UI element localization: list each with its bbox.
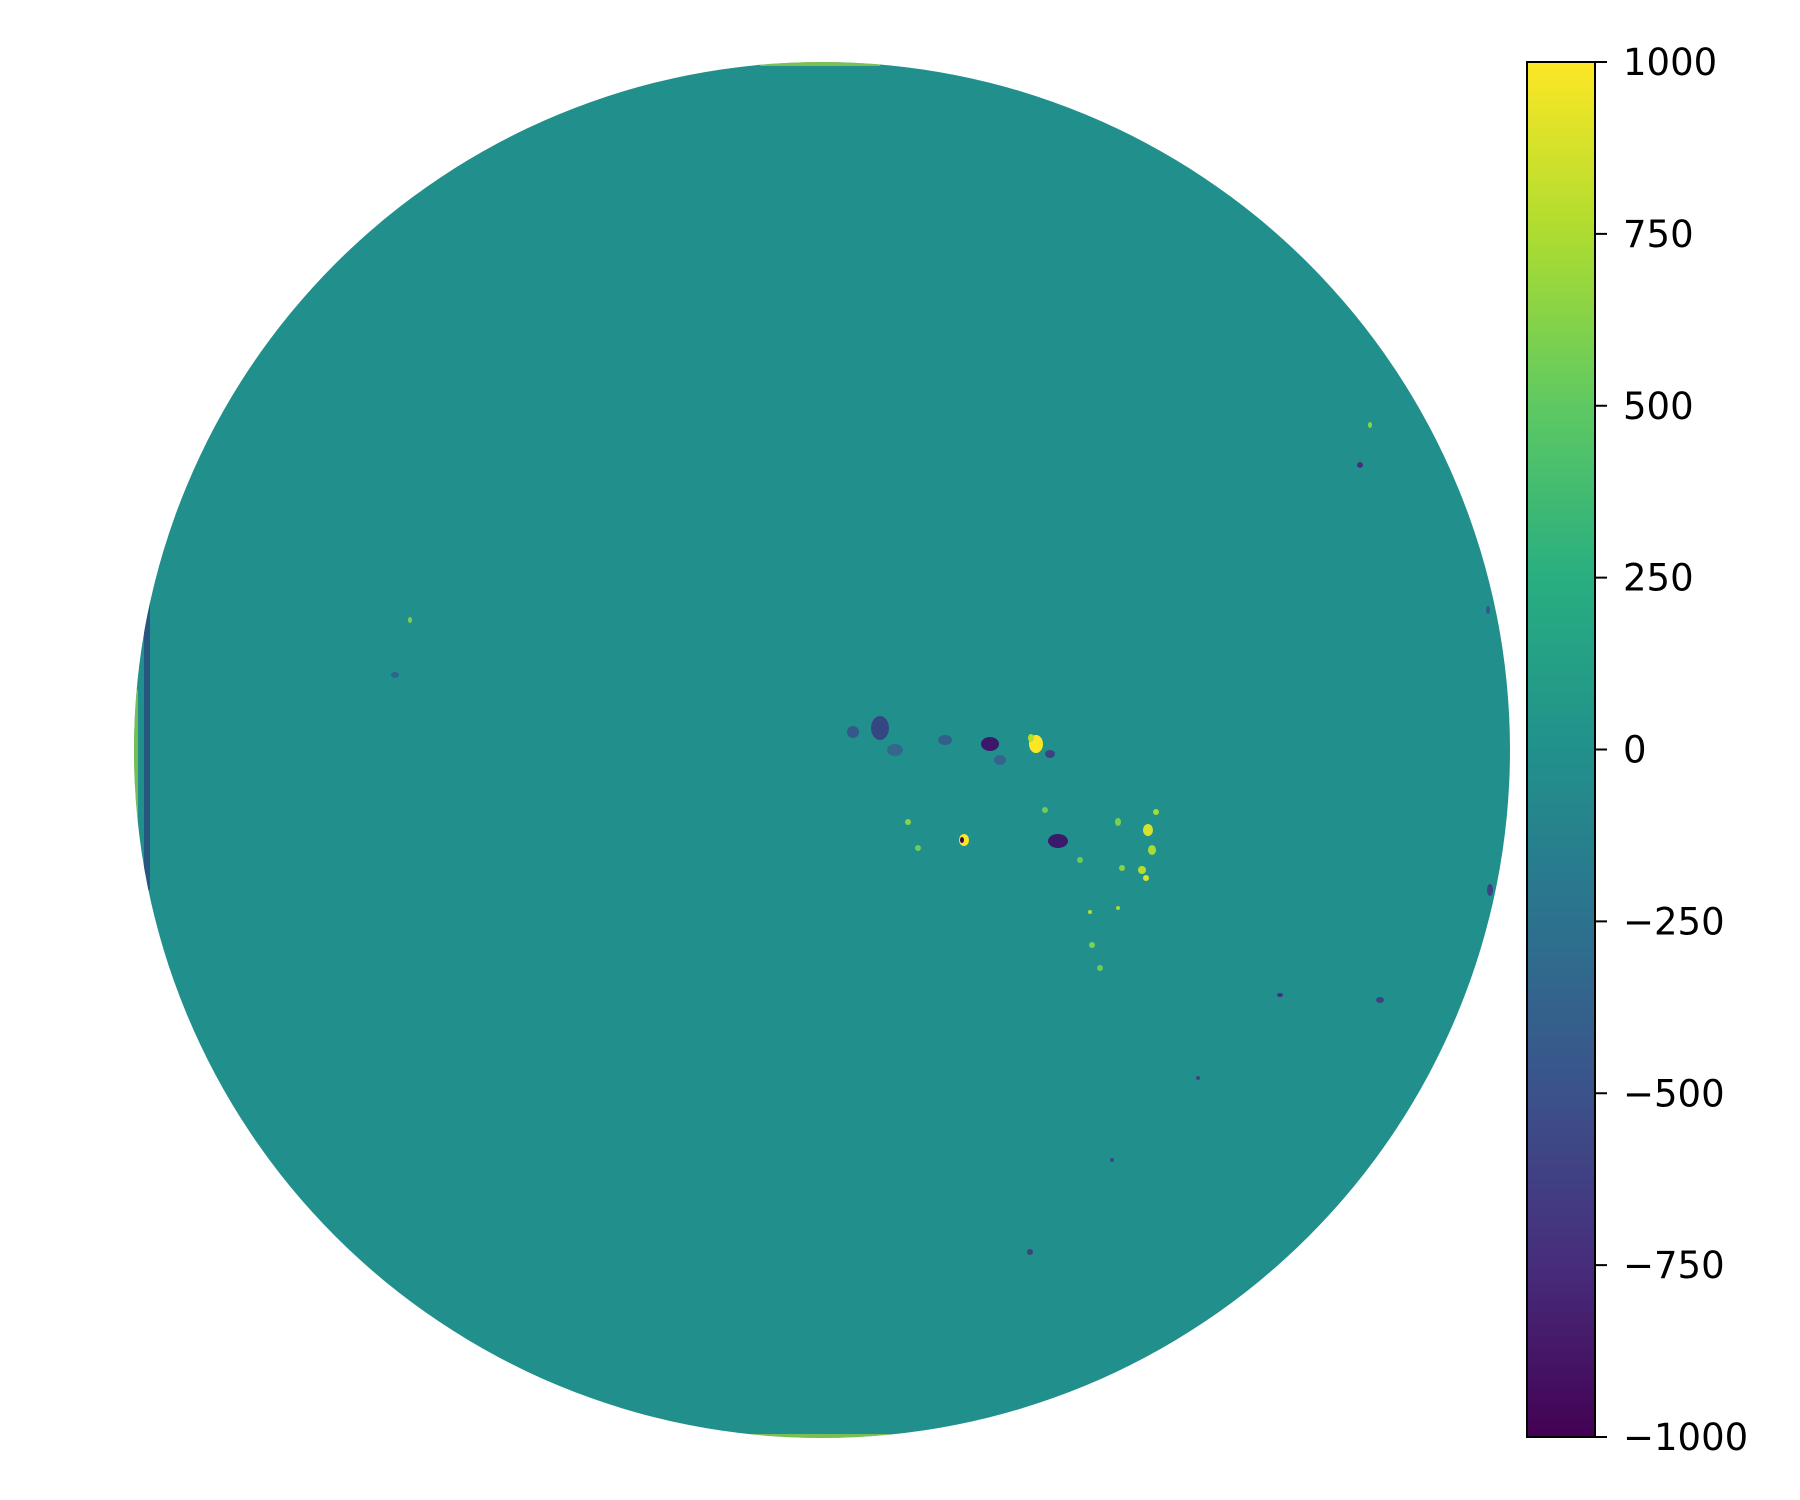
colorbar-tick-label: 500: [1623, 385, 1694, 428]
colorbar-tick-label: −500: [1623, 1072, 1725, 1115]
colorbar-tick-label: 750: [1623, 213, 1694, 256]
solar-disk: [134, 62, 1510, 1438]
colorbar-tick-label: 1000: [1623, 41, 1717, 84]
active-region-features: [134, 62, 1493, 1438]
colorbar-gradient: [1526, 61, 1596, 1438]
solar-disk-image: [134, 62, 1510, 1438]
colorbar-tick-label: 0: [1623, 729, 1647, 772]
colorbar-tick-label: −1000: [1623, 1416, 1748, 1459]
colorbar-tick-label: −250: [1623, 900, 1725, 943]
colorbar-tick-label: 250: [1623, 557, 1694, 600]
colorbar-ticks: 1000 750 500 250 0 −250 −500 −750 −1000: [1595, 41, 1748, 1459]
colorbar: 1000 750 500 250 0 −250 −500 −750 −1000: [1526, 41, 1748, 1459]
colorbar-tick-label: −750: [1623, 1244, 1725, 1287]
